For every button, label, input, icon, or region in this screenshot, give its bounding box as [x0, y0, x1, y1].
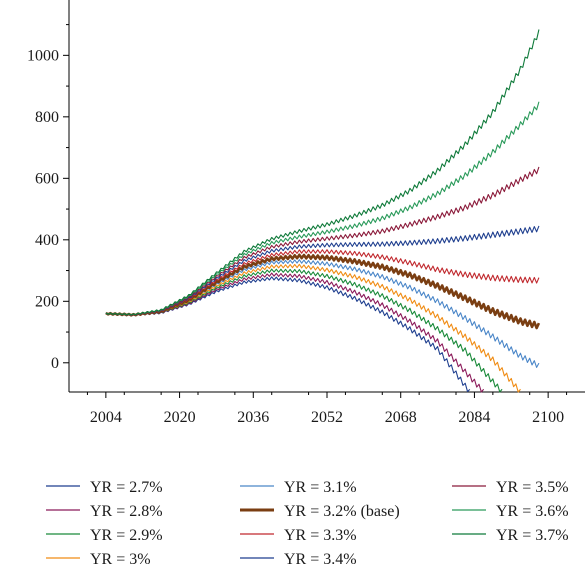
series-lines	[105, 29, 541, 393]
series-line	[105, 263, 521, 393]
y-tick-label: 800	[35, 109, 59, 126]
x-tick-label: 2020	[164, 409, 196, 426]
legend: YR = 2.7% YR = 2.8% YR = 2.9% YR = 3% YR = 3…	[46, 479, 569, 568]
legend-label: YR = 3%	[90, 551, 151, 568]
series-line	[105, 276, 471, 393]
legend-label: YR = 3.1%	[284, 479, 357, 496]
y-tick-label: 400	[35, 232, 59, 249]
legend-label: YR = 3.3%	[284, 527, 357, 544]
x-tick-label: 2004	[90, 409, 122, 426]
series-line	[105, 272, 485, 393]
legend-label: YR = 2.7%	[90, 479, 163, 496]
y-tick-label: 1000	[27, 47, 59, 64]
series-line	[105, 259, 540, 368]
legend-label: YR = 3.2% (base)	[284, 503, 400, 520]
y-tick-label: 200	[35, 293, 59, 310]
legend-label: YR = 2.8%	[90, 503, 163, 520]
x-tick-label: 2052	[311, 409, 343, 426]
y-axis-ticks: 0 200 400 600 800 1000	[27, 24, 69, 372]
series-line	[105, 166, 540, 316]
x-tick-label: 2068	[385, 409, 417, 426]
x-tick-label: 2084	[458, 409, 490, 426]
x-tick-label: 2036	[237, 409, 269, 426]
y-tick-label: 600	[35, 170, 59, 187]
plot-axes	[68, 0, 585, 393]
legend-label: YR = 3.7%	[496, 527, 569, 544]
legend-label: YR = 2.9%	[90, 527, 163, 544]
legend-label: YR = 3.6%	[496, 503, 569, 520]
legend-label: YR = 3.4%	[284, 551, 357, 568]
x-tick-label: 2100	[532, 409, 564, 426]
series-line	[105, 253, 541, 330]
y-tick-label: 0	[51, 355, 59, 372]
x-axis-ticks: 2004 2020 2036 2052 2068 2084 2100	[86, 392, 568, 426]
series-line	[105, 29, 540, 316]
legend-label: YR = 3.5%	[496, 479, 569, 496]
